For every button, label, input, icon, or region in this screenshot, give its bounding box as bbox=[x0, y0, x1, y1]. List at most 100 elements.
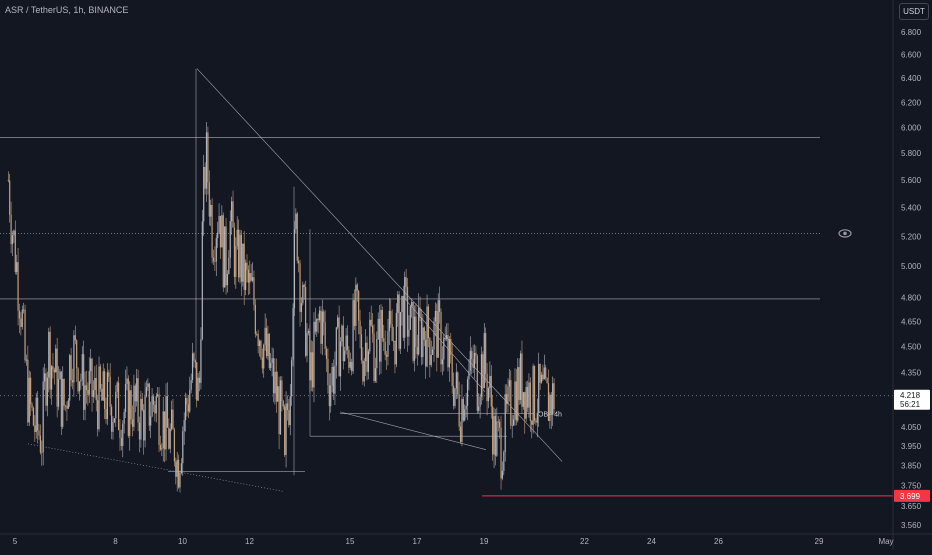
candle-body bbox=[406, 286, 409, 337]
candle-body bbox=[119, 429, 121, 438]
candle-body bbox=[271, 358, 273, 363]
candle-body bbox=[413, 316, 416, 361]
candle-body bbox=[408, 329, 410, 337]
candle-body bbox=[226, 273, 229, 286]
candle-body bbox=[21, 309, 23, 327]
candle-body bbox=[277, 386, 279, 402]
candle-body bbox=[108, 372, 110, 377]
candle-body bbox=[41, 452, 43, 453]
time-axis[interactable]: 5 8 10 12 15 17 19 22 24 26 29 May bbox=[0, 533, 932, 546]
candle-body bbox=[383, 338, 385, 342]
candle-body bbox=[525, 386, 527, 419]
candle-body bbox=[11, 235, 14, 245]
candle-body bbox=[109, 376, 111, 407]
candle-body bbox=[526, 386, 529, 408]
candle-body bbox=[405, 277, 407, 287]
candle-body bbox=[279, 380, 282, 435]
candle-body bbox=[291, 359, 293, 397]
time-tick-label: 26 bbox=[714, 537, 723, 546]
candle-body bbox=[518, 367, 520, 401]
candle-body bbox=[359, 320, 361, 335]
time-tick-label: May bbox=[878, 537, 893, 546]
candle-body bbox=[173, 429, 176, 462]
candle-body bbox=[254, 304, 256, 334]
candle-body bbox=[501, 471, 504, 479]
candle-body bbox=[324, 322, 326, 349]
candle-body bbox=[362, 360, 364, 382]
candle-body bbox=[475, 352, 477, 356]
candle-body bbox=[155, 396, 157, 414]
candle-body bbox=[443, 337, 445, 360]
candle-body bbox=[137, 378, 139, 423]
candle-body bbox=[281, 380, 283, 402]
candle-body bbox=[420, 317, 423, 358]
candle-body bbox=[447, 335, 449, 368]
descending-trendline[interactable] bbox=[196, 68, 563, 462]
alert-price-badge[interactable] bbox=[894, 489, 930, 502]
currency-unit-button[interactable]: USDT bbox=[899, 3, 929, 20]
candle-body bbox=[98, 366, 100, 430]
candle-body bbox=[471, 350, 473, 360]
price-tick-label: 4.800 bbox=[901, 293, 922, 302]
candle-body bbox=[221, 215, 223, 248]
candle-body bbox=[180, 463, 182, 474]
candle-body bbox=[260, 340, 262, 358]
candle-body bbox=[490, 375, 492, 407]
price-tick-label: 4.500 bbox=[901, 343, 922, 352]
candle-body bbox=[358, 290, 360, 321]
price-tick-label: 3.750 bbox=[901, 481, 922, 490]
candle-body bbox=[397, 294, 399, 313]
price-tick-label: 5.200 bbox=[901, 232, 922, 241]
candle-body bbox=[49, 331, 51, 390]
candle-body bbox=[210, 204, 212, 217]
candle-body bbox=[253, 277, 255, 305]
candle-body bbox=[512, 419, 515, 426]
time-tick-label: 24 bbox=[647, 537, 656, 546]
candle-body bbox=[337, 317, 339, 328]
time-tick-label: 29 bbox=[815, 537, 824, 546]
candle-body bbox=[535, 420, 537, 423]
candle-body bbox=[374, 368, 377, 381]
candle-body bbox=[77, 368, 79, 392]
candle-body bbox=[179, 473, 181, 488]
candle-body bbox=[120, 437, 122, 447]
candle-body bbox=[282, 401, 284, 407]
candle-body bbox=[404, 277, 406, 338]
candle-body bbox=[84, 385, 86, 410]
price-tick-label: 4.050 bbox=[901, 423, 922, 432]
candle-body bbox=[14, 230, 16, 273]
candle-body bbox=[240, 234, 243, 282]
candle-body bbox=[543, 367, 545, 380]
eye-icon-outline bbox=[838, 229, 852, 238]
candle-body bbox=[440, 312, 442, 365]
candle-body bbox=[76, 340, 78, 369]
candle-body bbox=[261, 357, 263, 369]
price-axis[interactable]: 6.800 6.600 6.400 6.200 6.000 5.800 5.600 5.400… bbox=[892, 0, 932, 550]
candle-body bbox=[186, 398, 188, 405]
time-tick-label: 8 bbox=[113, 537, 118, 546]
candle-body bbox=[538, 363, 540, 413]
candle-body bbox=[263, 344, 265, 369]
candle-body bbox=[242, 243, 244, 282]
eye-icon[interactable] bbox=[838, 229, 852, 238]
candle-body bbox=[145, 387, 148, 397]
current-price-badge[interactable] bbox=[894, 389, 930, 410]
candle-body bbox=[172, 409, 174, 430]
candle-body bbox=[126, 378, 128, 384]
lower-trendline-2[interactable] bbox=[339, 411, 487, 450]
candle-body bbox=[212, 257, 215, 262]
candle-body bbox=[373, 333, 375, 381]
candle-body bbox=[113, 418, 115, 423]
candle-body bbox=[222, 215, 224, 288]
candle-body bbox=[150, 416, 152, 426]
candle-body bbox=[131, 419, 134, 427]
candle-body bbox=[91, 358, 93, 397]
candle-body bbox=[235, 246, 237, 277]
candle-body bbox=[169, 428, 171, 449]
candle-body bbox=[497, 421, 499, 423]
candle-body bbox=[148, 383, 150, 426]
lower-trendline-1[interactable] bbox=[27, 443, 285, 492]
candle-body bbox=[85, 385, 88, 390]
